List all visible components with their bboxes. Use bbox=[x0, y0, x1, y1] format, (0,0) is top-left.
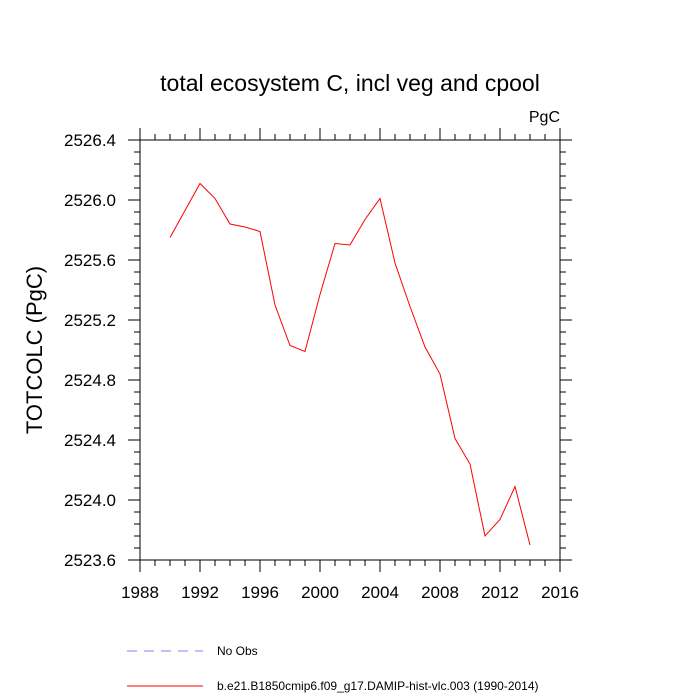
y-tick-labels: 2523.6 2524.0 2524.4 2524.8 2525.2 2525.6 2526… bbox=[64, 131, 116, 570]
series-line bbox=[169, 182, 531, 546]
x-tick-label: 2000 bbox=[301, 583, 339, 602]
x-tick-label: 2016 bbox=[541, 583, 579, 602]
plot-frame bbox=[139, 139, 561, 561]
minor-ticks bbox=[134, 134, 566, 566]
x-tick-label: 2012 bbox=[481, 583, 519, 602]
y-tick-label: 2524.0 bbox=[64, 491, 116, 510]
x-tick-label: 1996 bbox=[241, 583, 279, 602]
y-tick-label: 2526.0 bbox=[64, 191, 116, 210]
units-label: PgC bbox=[529, 109, 560, 126]
y-tick-label: 2525.2 bbox=[64, 311, 116, 330]
x-tick-label: 1992 bbox=[181, 583, 219, 602]
x-tick-label: 1988 bbox=[121, 583, 159, 602]
x-tick-labels: 1988 1992 1996 2000 2004 2008 2012 2016 bbox=[121, 583, 579, 602]
series-lines bbox=[169, 182, 531, 546]
legend-label-model: b.e21.B1850cmip6.f09_g17.DAMIP-hist-vlc.… bbox=[217, 679, 539, 693]
x-tick-label: 2004 bbox=[361, 583, 399, 602]
y-axis-label: TOTCOLC (PgC) bbox=[22, 266, 47, 434]
y-tick-label: 2526.4 bbox=[64, 131, 116, 150]
major-ticks bbox=[128, 128, 572, 572]
y-tick-label: 2525.6 bbox=[64, 251, 116, 270]
y-tick-label: 2524.8 bbox=[64, 371, 116, 390]
y-tick-label: 2523.6 bbox=[64, 551, 116, 570]
chart-title: total ecosystem C, incl veg and cpool bbox=[160, 70, 540, 96]
x-tick-label: 2008 bbox=[421, 583, 459, 602]
y-tick-label: 2524.4 bbox=[64, 431, 116, 450]
legend: No Obs b.e21.B1850cmip6.f09_g17.DAMIP-hi… bbox=[127, 644, 539, 693]
legend-label-no-obs: No Obs bbox=[217, 644, 258, 658]
